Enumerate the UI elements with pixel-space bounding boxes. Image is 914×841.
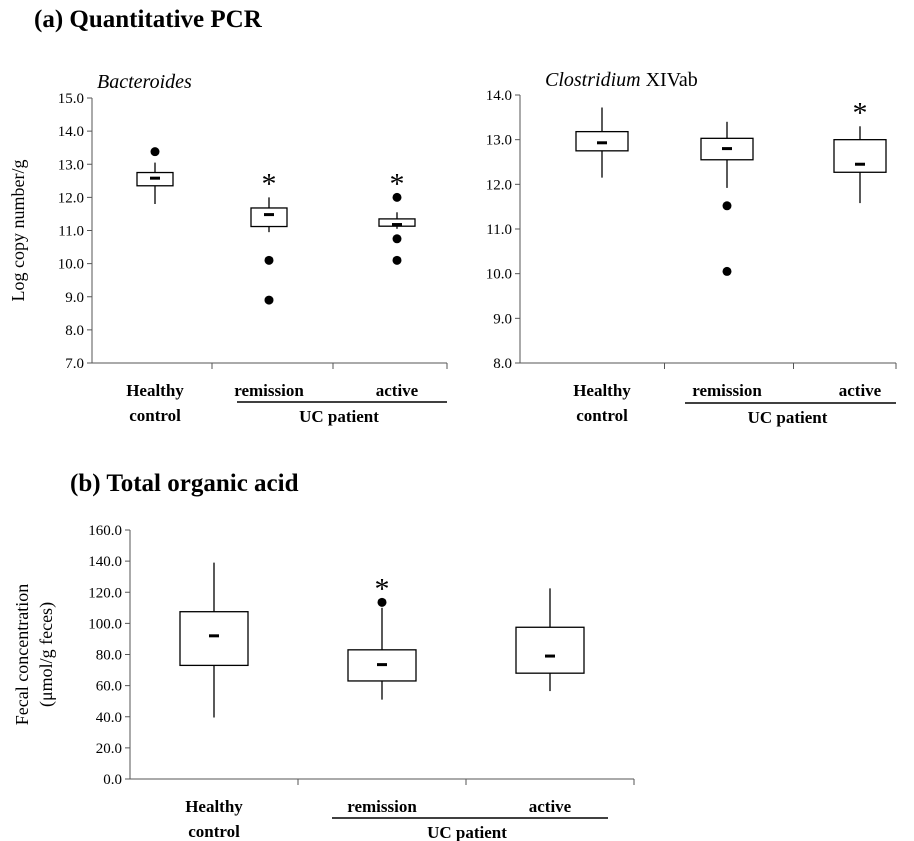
category-label: Healthy [126, 381, 184, 400]
chart-title-italic: Bacteroides [97, 71, 192, 93]
y-tick-label: 7.0 [65, 356, 84, 372]
y-tick-label: 140.0 [88, 554, 122, 570]
box-group: * [833, 96, 887, 204]
chart-organic_acid: 0.0 20.0 40.0 60.0 80.0 100.0 120.0 140.0 160.0 H… [12, 523, 635, 841]
y-tick-label: 100.0 [88, 616, 122, 632]
category-label: control [129, 406, 181, 425]
category-label: remission [692, 381, 762, 400]
outlier-point [264, 255, 274, 265]
category-label: active [839, 381, 882, 400]
y-axis-label: (μmol/g feces) [36, 602, 57, 707]
y-axis-label: Log copy number/g [8, 160, 28, 302]
category-label: control [576, 406, 628, 425]
box [179, 611, 249, 667]
y-tick-label: 11.0 [58, 224, 84, 240]
category-label: remission [234, 381, 304, 400]
category-label: Healthy [185, 797, 243, 816]
box-group: * [250, 167, 288, 305]
box [833, 139, 887, 173]
y-tick-label: 13.0 [486, 133, 512, 149]
y-tick-label: 15.0 [58, 91, 84, 107]
box [378, 218, 416, 227]
box-group: * [378, 167, 416, 265]
y-tick-label: 10.0 [486, 267, 512, 283]
y-tick-label: 8.0 [65, 323, 84, 339]
significance-star: * [375, 572, 390, 605]
panel-b-title: (b) Total organic acid [70, 470, 299, 497]
panel-a-title: (a) Quantitative PCR [34, 6, 262, 33]
y-tick-label: 14.0 [486, 88, 512, 104]
y-tick-label: 8.0 [493, 356, 512, 372]
y-tick-label: 40.0 [96, 710, 122, 726]
chart-title: Clostridium XIVab [545, 69, 698, 91]
box-group [515, 588, 585, 692]
outlier-point [392, 255, 402, 265]
outlier-point [392, 234, 402, 244]
outlier-point [264, 295, 274, 305]
category-label: control [188, 822, 240, 841]
y-tick-label: 12.0 [486, 177, 512, 193]
box-group [700, 121, 754, 276]
y-tick-label: 9.0 [493, 311, 512, 327]
outlier-point [392, 192, 402, 202]
y-tick-label: 0.0 [103, 772, 122, 788]
category-label: active [529, 797, 572, 816]
chart-title: Bacteroides [97, 71, 192, 93]
box-group [179, 562, 249, 718]
category-label: active [376, 381, 419, 400]
y-tick-label: 80.0 [96, 648, 122, 664]
group-label: UC patient [299, 407, 379, 426]
outlier-point [150, 147, 160, 157]
group-label: UC patient [748, 408, 828, 427]
y-tick-label: 11.0 [486, 222, 512, 238]
significance-star: * [390, 167, 405, 200]
chart-title-italic: Clostridium [545, 69, 641, 91]
y-axis-label: Fecal concentration [12, 584, 32, 725]
significance-star: * [853, 96, 868, 129]
box-group [136, 147, 174, 204]
y-tick-label: 20.0 [96, 741, 122, 757]
y-tick-label: 160.0 [88, 523, 122, 539]
y-tick-label: 9.0 [65, 290, 84, 306]
y-tick-label: 13.0 [58, 157, 84, 173]
category-label: remission [347, 797, 417, 816]
box [250, 207, 288, 228]
box [575, 130, 629, 152]
y-tick-label: 12.0 [58, 190, 84, 206]
box-group [575, 107, 629, 178]
category-label: Healthy [573, 381, 631, 400]
y-tick-label: 14.0 [58, 124, 84, 140]
chart-clostridium: 8.0 9.0 10.0 11.0 12.0 13.0 14.0 Healthy control… [486, 69, 897, 427]
group-label: UC patient [427, 823, 507, 841]
significance-star: * [262, 167, 277, 200]
chart-bacteroides: 7.0 8.0 9.0 10.0 11.0 12.0 13.0 14.0 15.0 Healthy… [8, 71, 448, 426]
box-group: * [347, 572, 417, 700]
y-tick-label: 120.0 [88, 585, 122, 601]
outlier-point [722, 266, 732, 276]
outlier-point [377, 597, 387, 607]
outlier-point [722, 201, 732, 211]
y-tick-label: 10.0 [58, 257, 84, 273]
chart-title-rest: XIVab [641, 69, 698, 91]
box [515, 626, 585, 674]
y-tick-label: 60.0 [96, 679, 122, 695]
